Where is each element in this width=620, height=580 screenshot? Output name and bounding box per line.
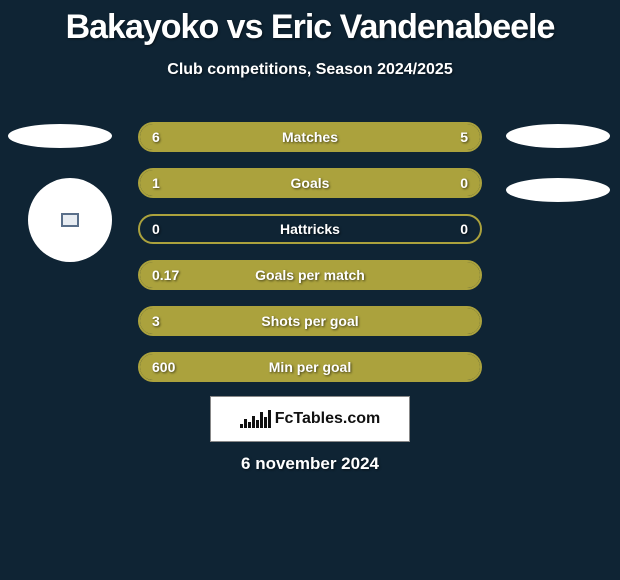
stat-row: 3 Shots per goal [138, 306, 482, 336]
team-badge-left-top [8, 124, 112, 148]
stat-label: Goals [291, 175, 330, 191]
team-badge-right-top [506, 124, 610, 148]
stat-label: Hattricks [280, 221, 340, 237]
subtitle: Club competitions, Season 2024/2025 [0, 61, 620, 79]
logo-bar [268, 410, 271, 428]
player-avatar-left [28, 178, 112, 262]
stat-value-left: 3 [152, 313, 160, 329]
team-badge-right-bottom [506, 178, 610, 202]
stat-fill-left [140, 170, 402, 196]
stat-value-right: 0 [460, 221, 468, 237]
stat-value-left: 0.17 [152, 267, 179, 283]
stat-fill-right [327, 124, 480, 150]
stat-row: 1 Goals 0 [138, 168, 482, 198]
stat-row: 600 Min per goal [138, 352, 482, 382]
logo-bars-icon [240, 410, 271, 428]
stat-label: Goals per match [255, 267, 365, 283]
stat-label: Matches [282, 129, 338, 145]
logo-bar [260, 412, 263, 428]
stat-row: 0 Hattricks 0 [138, 214, 482, 244]
fctables-logo: FcTables.com [210, 396, 410, 442]
logo-bar [256, 420, 259, 428]
logo-bar [240, 424, 243, 428]
stat-label: Min per goal [269, 359, 351, 375]
page-title: Bakayoko vs Eric Vandenabeele [0, 0, 620, 47]
stats-area: 6 Matches 5 1 Goals 0 0 Hattricks 0 0.17 Goals per… [138, 122, 482, 398]
logo-bar [252, 416, 255, 428]
stat-value-left: 600 [152, 359, 175, 375]
logo-bar [248, 422, 251, 428]
logo-bar [264, 417, 267, 428]
stat-value-left: 6 [152, 129, 160, 145]
stat-value-right: 0 [460, 175, 468, 191]
avatar-placeholder-icon [61, 213, 79, 227]
stat-row: 0.17 Goals per match [138, 260, 482, 290]
stat-label: Shots per goal [261, 313, 358, 329]
stat-fill-right [402, 170, 480, 196]
stat-value-right: 5 [460, 129, 468, 145]
logo-text: FcTables.com [275, 410, 381, 428]
stat-value-left: 0 [152, 221, 160, 237]
logo-bar [244, 419, 247, 428]
stat-value-left: 1 [152, 175, 160, 191]
stat-row: 6 Matches 5 [138, 122, 482, 152]
date-label: 6 november 2024 [241, 454, 379, 474]
